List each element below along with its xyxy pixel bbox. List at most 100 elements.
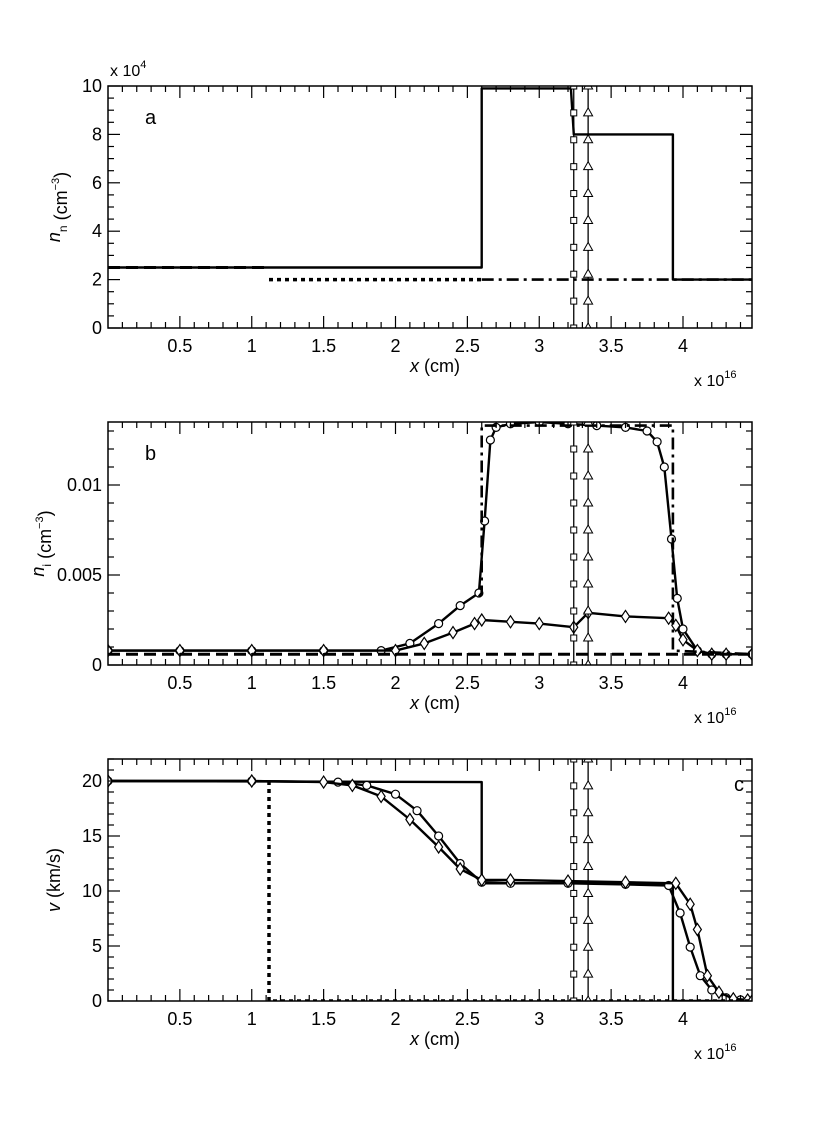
diamond-marker [247, 773, 257, 789]
circle-marker [666, 534, 677, 544]
series-line-4 [267, 781, 752, 1001]
triangle-marker [582, 887, 594, 897]
x-tick-label: 1.5 [311, 1009, 336, 1029]
square-marker [570, 422, 578, 426]
square-marker [570, 163, 578, 171]
square-marker [570, 270, 578, 278]
triangle-marker [582, 631, 594, 642]
series-line-3 [108, 779, 752, 1001]
series-line-1 [108, 422, 752, 656]
triangle-marker [582, 523, 594, 534]
diamond-marker [376, 789, 386, 804]
square-marker [570, 190, 578, 198]
diamond-marker [702, 968, 713, 983]
triangle-marker [582, 160, 594, 171]
x-multiplier-label: x 1016 [694, 706, 737, 727]
axes-frame [107, 421, 753, 666]
circle-marker [434, 831, 444, 841]
axes-frame [107, 758, 753, 1002]
triangle-marker [582, 187, 594, 198]
diamond-marker [505, 614, 516, 629]
square-marker [570, 916, 578, 924]
y-tick-label: 0 [92, 655, 102, 675]
triangle-marker [582, 422, 594, 426]
axes-frame [107, 85, 753, 329]
x-axis-label: x (cm) [409, 356, 460, 376]
diamond-marker [405, 812, 415, 827]
square-marker [570, 216, 578, 224]
triangle-marker [584, 321, 592, 328]
x-tick-label: 1 [247, 673, 257, 693]
y-tick-label: 0 [92, 991, 102, 1011]
diamond-marker [563, 874, 573, 889]
square-marker [570, 86, 578, 90]
x-tick-label: 3.5 [599, 1009, 624, 1029]
triangle-marker [584, 994, 592, 1001]
diamond-marker [433, 839, 444, 855]
circle-marker [434, 618, 444, 629]
square-marker [570, 324, 578, 328]
diamond-marker [455, 861, 465, 877]
series-line-4 [477, 424, 752, 656]
square-marker [570, 297, 578, 305]
x-tick-label: 3 [534, 1009, 544, 1029]
triangle-marker [582, 914, 594, 924]
triangle-marker [582, 86, 594, 90]
square-marker [570, 634, 578, 642]
circle-marker [455, 600, 465, 611]
triangle-marker [582, 268, 594, 278]
triangle-marker [582, 604, 594, 615]
diamond-marker [347, 778, 358, 793]
diamond-marker [714, 985, 724, 1000]
x-tick-label: 1.5 [311, 673, 336, 693]
series-line-2 [108, 779, 752, 1001]
triangle-marker [582, 759, 594, 763]
x-tick-label: 3.5 [599, 673, 624, 693]
x-tick-label: 0.5 [167, 1009, 192, 1029]
diamond-marker [692, 922, 703, 937]
square-marker [570, 661, 578, 665]
y-tick-label: 15 [82, 826, 102, 846]
y-tick-label: 10 [82, 881, 102, 901]
x-multiplier-label: x 1016 [694, 369, 737, 390]
square-marker [570, 526, 578, 534]
circle-marker [659, 462, 669, 472]
x-axis-label: x (cm) [409, 693, 460, 713]
triangle-marker [582, 860, 594, 871]
x-tick-label: 4 [678, 336, 688, 356]
circle-marker [390, 789, 401, 799]
series-line-1 [108, 779, 752, 1001]
x-tick-label: 1 [247, 1009, 257, 1029]
x-tick-label: 0.5 [167, 336, 192, 356]
square-marker [570, 472, 578, 480]
diamond-marker [505, 872, 516, 888]
circle-marker [485, 435, 495, 445]
x-tick-label: 4 [678, 1009, 688, 1029]
x-tick-label: 4 [678, 673, 688, 693]
triangle-marker [582, 779, 594, 790]
y-axis-label: ni (cm−3) [28, 510, 55, 576]
y-tick-label: 4 [92, 221, 102, 241]
circle-marker [652, 437, 662, 447]
square-marker [570, 109, 578, 117]
diamond-marker [620, 609, 631, 624]
square-marker [570, 445, 578, 453]
panel-letter: c [734, 774, 744, 796]
plot-area [108, 759, 752, 1001]
plot-area [108, 86, 752, 328]
diamond-marker [448, 625, 458, 640]
triangle-marker [582, 295, 594, 305]
x-tick-label: 2 [390, 1009, 400, 1029]
square-marker [570, 782, 578, 790]
panel-b: 0.5 1 1.5 2 2.5 3 3.5 4 0 0.005 0.01 x (cm) x 1016 ni… [28, 421, 753, 727]
square-marker [570, 580, 578, 588]
triangle-marker [582, 806, 594, 817]
triangle-marker [582, 442, 594, 453]
diamond-marker [685, 897, 695, 912]
x-tick-label: 3 [534, 336, 544, 356]
y-tick-label: 8 [92, 124, 102, 144]
square-marker [570, 836, 578, 844]
y-axis-label: nn (cm−3) [44, 172, 71, 242]
diamond-marker [469, 616, 480, 631]
